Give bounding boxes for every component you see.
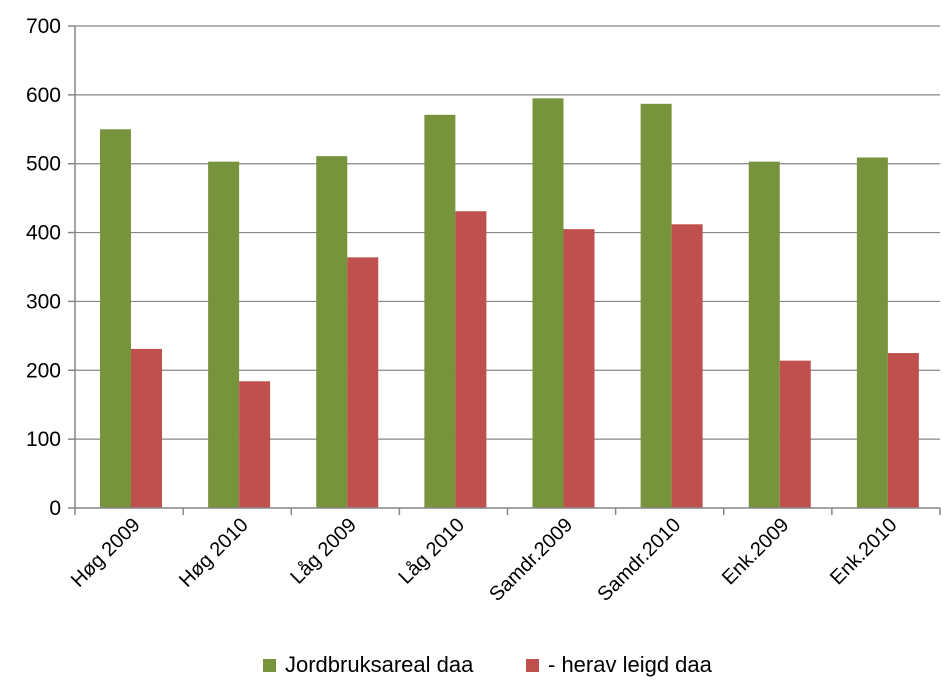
- bar-jordbruksareal-3: [424, 114, 456, 508]
- y-tick-label: 100: [26, 428, 61, 451]
- x-tick-label: Samdr.2009: [485, 514, 577, 606]
- bars: [100, 98, 919, 509]
- bar-herav-leigd-1: [239, 381, 271, 508]
- y-tick-label: 200: [26, 359, 61, 382]
- bar-jordbruksareal-7: [856, 157, 888, 508]
- legend-swatch: [263, 659, 276, 672]
- x-tick-label: Låg 2009: [286, 514, 361, 589]
- bar-herav-leigd-5: [671, 224, 703, 508]
- x-tick-label: Låg 2010: [394, 514, 469, 589]
- bar-jordbruksareal-0: [100, 129, 131, 509]
- bar-herav-leigd-7: [887, 353, 919, 508]
- y-tick-label: 0: [49, 497, 61, 520]
- x-tick-label: Enk.2009: [718, 514, 793, 589]
- x-tick-label: Høg 2010: [175, 514, 253, 592]
- legend: Jordbruksareal daa - herav leigd daa: [263, 652, 713, 677]
- y-axis-tick-labels: 0 100 200 300 400 500 600 700: [26, 15, 61, 520]
- bar-jordbruksareal-1: [208, 161, 240, 509]
- x-tick-label: Høg 2009: [67, 514, 145, 592]
- legend-label: - herav leigd daa: [548, 652, 713, 677]
- x-tick-label: Enk.2010: [826, 514, 901, 589]
- y-tick-label: 400: [26, 222, 61, 245]
- y-tick-label: 300: [26, 290, 61, 313]
- bar-jordbruksareal-2: [316, 156, 348, 508]
- bar-herav-leigd-0: [131, 348, 162, 508]
- x-axis-ticks: [74, 508, 941, 515]
- bar-herav-leigd-6: [779, 360, 811, 508]
- y-tick-label: 700: [26, 15, 61, 38]
- bar-jordbruksareal-4: [532, 98, 564, 509]
- y-tick-label: 500: [26, 153, 61, 176]
- y-tick-label: 600: [26, 84, 61, 107]
- bar-jordbruksareal-6: [748, 161, 780, 509]
- x-tick-label: Samdr.2010: [593, 514, 685, 606]
- bar-herav-leigd-4: [563, 229, 595, 508]
- legend-swatch: [526, 659, 539, 672]
- bar-herav-leigd-3: [455, 211, 487, 508]
- x-axis-tick-labels: Høg 2009 Høg 2010 Låg 2009 Låg 2010 Samdr.20…: [67, 514, 902, 606]
- bar-herav-leigd-2: [347, 257, 379, 508]
- legend-label: Jordbruksareal daa: [285, 652, 474, 677]
- bar-jordbruksareal-5: [640, 103, 672, 509]
